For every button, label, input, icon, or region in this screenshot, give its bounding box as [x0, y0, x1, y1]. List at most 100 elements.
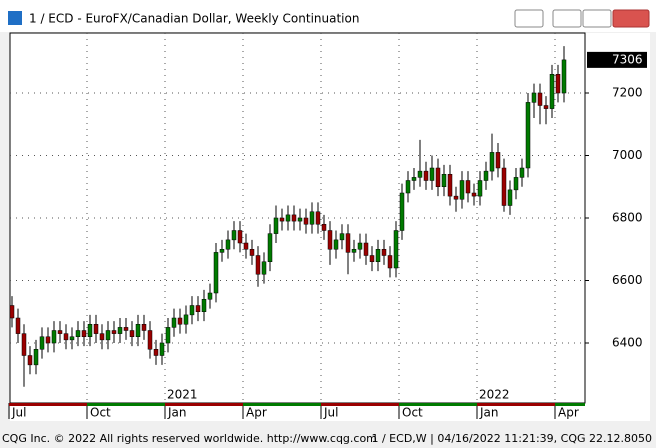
- candle-body: [381, 249, 387, 256]
- candle-body: [189, 305, 195, 316]
- candle-body: [405, 180, 411, 194]
- x-tick-label: Oct: [90, 406, 111, 420]
- maximize-button[interactable]: [582, 9, 612, 28]
- period-strip: [399, 403, 477, 406]
- candle-body: [555, 74, 561, 94]
- footer-right: 1 / ECD,W | 04/16/2022 11:21:39, CQG 22.…: [371, 432, 652, 445]
- candle-body: [435, 167, 441, 187]
- candle-body: [201, 299, 207, 312]
- y-tick-label: 6400: [612, 336, 643, 350]
- candle-body: [549, 74, 555, 109]
- candle-body: [159, 342, 165, 356]
- candle-body: [519, 167, 525, 178]
- candle-body: [195, 305, 201, 312]
- candle-body: [261, 261, 267, 275]
- x-tick-label: Jul: [11, 406, 26, 420]
- candle-body: [87, 324, 93, 337]
- x-tick-label: Oct: [402, 406, 423, 420]
- candle-body: [453, 195, 459, 200]
- candle-body: [327, 230, 333, 250]
- candle-body: [513, 177, 519, 191]
- candle-body: [507, 189, 513, 206]
- candle-body: [93, 324, 99, 334]
- candle-body: [369, 255, 375, 262]
- period-strip: [477, 403, 555, 406]
- period-strip: [9, 403, 87, 406]
- y-tick-label: 6600: [612, 273, 643, 287]
- candle-body: [561, 59, 567, 94]
- x-tick-label: Apr: [558, 406, 579, 420]
- period-strip: [555, 403, 585, 406]
- candle-body: [471, 192, 477, 197]
- candle-body: [339, 233, 345, 241]
- link-button[interactable]: [514, 9, 544, 28]
- candle-body: [141, 324, 147, 331]
- candle-body: [123, 327, 129, 331]
- period-strip: [243, 403, 321, 406]
- x-tick-label: Jan: [167, 406, 187, 420]
- candle-body: [219, 249, 225, 253]
- candle-body: [105, 330, 111, 341]
- candle-body: [315, 211, 321, 225]
- year-label: 2022: [479, 388, 510, 402]
- candle-body: [249, 249, 255, 256]
- candle-body: [33, 349, 39, 366]
- candle-body: [237, 230, 243, 244]
- candle-body: [375, 249, 381, 262]
- candle-body: [51, 330, 57, 344]
- app-icon: [8, 11, 22, 25]
- candle-body: [483, 170, 489, 181]
- candle-body: [207, 292, 213, 300]
- close-button[interactable]: [612, 9, 650, 28]
- candle-body: [21, 333, 27, 356]
- candle-body: [135, 324, 141, 337]
- candle-body: [279, 217, 285, 222]
- candle-body: [363, 242, 369, 256]
- candle-body: [321, 224, 327, 231]
- window-title: 1 / ECD - EuroFX/Canadian Dollar, Weekly…: [29, 12, 359, 26]
- candle-body: [351, 249, 357, 253]
- candle-body: [345, 233, 351, 253]
- candle-body: [15, 317, 21, 334]
- candle-body: [531, 92, 537, 103]
- candle-body: [417, 170, 423, 178]
- candle-body: [273, 217, 279, 234]
- candle-body: [57, 330, 63, 334]
- candle-body: [39, 336, 45, 350]
- title-bar: [0, 0, 656, 32]
- candle-body: [213, 252, 219, 294]
- candle-body: [477, 180, 483, 197]
- candle-body: [231, 230, 237, 241]
- candle-body: [489, 152, 495, 172]
- candle-body: [27, 355, 33, 366]
- candle-body: [99, 333, 105, 341]
- candle-body: [243, 242, 249, 250]
- candle-body: [537, 92, 543, 106]
- candle-body: [255, 255, 261, 275]
- period-strip: [321, 403, 399, 406]
- candle-body: [465, 180, 471, 194]
- candle-body: [45, 336, 51, 344]
- x-tick-label: Jul: [323, 406, 338, 420]
- candle-body: [423, 170, 429, 181]
- candle-body: [285, 214, 291, 222]
- y-tick-label: 7200: [612, 86, 643, 100]
- candle-body: [429, 167, 435, 181]
- candle-body: [357, 242, 363, 250]
- candle-body: [333, 239, 339, 250]
- x-tick-label: Jan: [479, 406, 499, 420]
- candle-body: [117, 327, 123, 334]
- candle-body: [393, 230, 399, 269]
- minimize-button[interactable]: [552, 9, 582, 28]
- candle-body: [399, 192, 405, 231]
- candle-body: [543, 105, 549, 109]
- candle-body: [291, 214, 297, 222]
- candle-body: [183, 314, 189, 325]
- candle-body: [495, 152, 501, 169]
- candle-body: [225, 239, 231, 250]
- candle-body: [459, 180, 465, 200]
- candle-body: [171, 317, 177, 328]
- x-tick-label: Apr: [246, 406, 267, 420]
- candle-body: [501, 167, 507, 206]
- candle-body: [387, 255, 393, 269]
